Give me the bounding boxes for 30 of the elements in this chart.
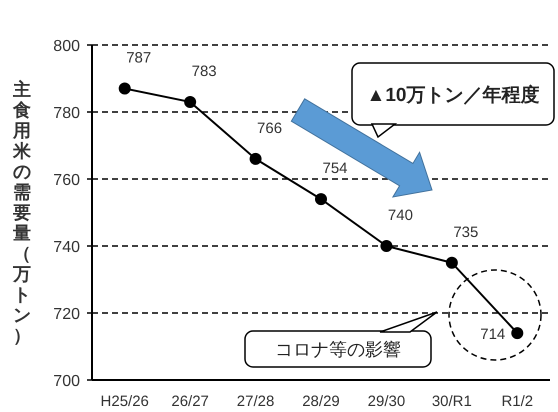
data-label: 714 xyxy=(480,326,506,344)
y-tick-label: 780 xyxy=(53,105,80,122)
annotation: ▲10万トン／年程度 xyxy=(366,84,540,106)
point xyxy=(446,256,458,269)
data-label: 735 xyxy=(453,224,478,241)
x-tick-label: 29/30 xyxy=(368,393,406,410)
point xyxy=(184,96,196,108)
text: 主食用米の需要量（万トン） xyxy=(13,80,31,346)
point xyxy=(250,152,262,165)
data-label: 783 xyxy=(192,62,217,80)
y-tick-label: 760 xyxy=(53,172,80,189)
y-tick-label: 740 xyxy=(53,239,80,256)
data-label: 740 xyxy=(388,207,413,224)
point xyxy=(511,327,524,340)
y-tick-label: 800 xyxy=(53,38,80,55)
y-tick-label: 720 xyxy=(53,306,80,323)
x-tick-label: 28/29 xyxy=(302,393,340,410)
x-tick-label: H25/26 xyxy=(100,393,149,410)
data-label: 766 xyxy=(257,120,282,137)
y-tick-label: 700 xyxy=(53,373,80,390)
point xyxy=(380,240,392,252)
x-tick-label: 30/R1 xyxy=(432,393,472,410)
x-tick-label: 27/28 xyxy=(236,393,274,410)
annotation: コロナ等の影響 xyxy=(275,339,401,360)
point xyxy=(118,82,131,95)
x-tick-label: R1/2 xyxy=(501,393,534,410)
x-tick-label: 26/27 xyxy=(171,393,209,410)
data-label: 787 xyxy=(126,50,152,67)
point xyxy=(315,193,327,206)
data-label: 754 xyxy=(322,160,348,178)
